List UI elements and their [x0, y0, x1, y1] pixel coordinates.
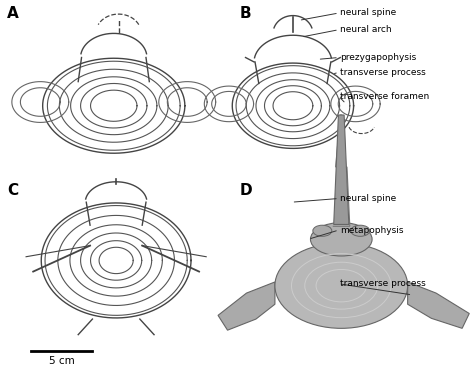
Ellipse shape: [313, 225, 332, 236]
Text: neural arch: neural arch: [340, 25, 392, 34]
Text: neural spine: neural spine: [340, 194, 396, 203]
Polygon shape: [334, 115, 349, 224]
Ellipse shape: [351, 225, 370, 236]
Polygon shape: [408, 282, 469, 328]
Text: transverse foramen: transverse foramen: [340, 92, 429, 101]
Text: transverse process: transverse process: [340, 68, 426, 77]
Ellipse shape: [275, 243, 408, 328]
Text: prezygapophysis: prezygapophysis: [340, 53, 416, 62]
Text: metapophysis: metapophysis: [340, 226, 403, 234]
Text: 5 cm: 5 cm: [49, 356, 74, 366]
Text: neural spine: neural spine: [340, 9, 396, 17]
Text: D: D: [239, 183, 252, 197]
Polygon shape: [218, 282, 275, 330]
Text: A: A: [7, 6, 19, 20]
Text: B: B: [239, 6, 251, 20]
Ellipse shape: [310, 223, 372, 256]
Text: transverse process: transverse process: [340, 279, 426, 288]
Text: C: C: [7, 183, 18, 197]
